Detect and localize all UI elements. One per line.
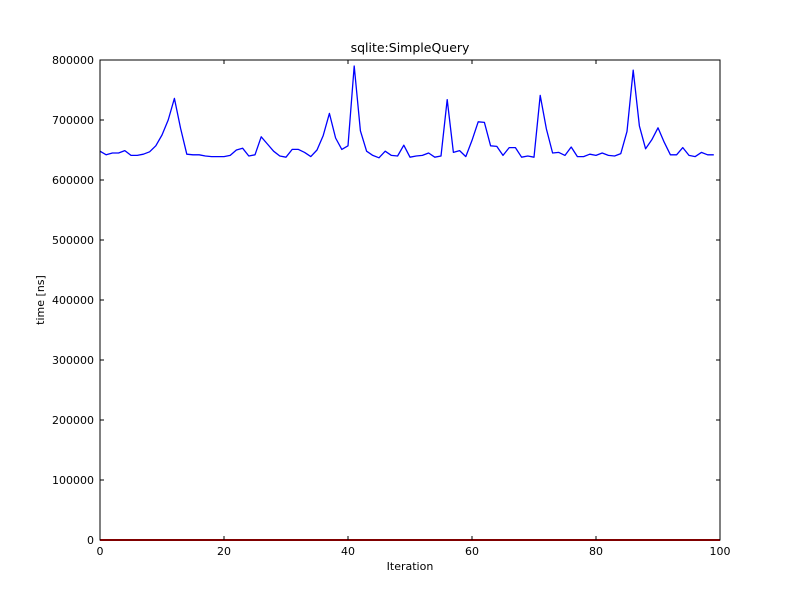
x-tick-label: 0 — [97, 545, 104, 558]
y-tick-label: 400000 — [52, 294, 94, 307]
x-tick-label: 20 — [217, 545, 231, 558]
plot-frame — [99, 59, 721, 541]
y-tick-label: 300000 — [52, 354, 94, 367]
y-tick-label: 500000 — [52, 234, 94, 247]
y-tick-label: 800000 — [52, 54, 94, 67]
y-tick-label: 700000 — [52, 114, 94, 127]
y-tick-label: 600000 — [52, 174, 94, 187]
chart-title: sqlite:SimpleQuery — [351, 40, 470, 55]
x-axis-label: Iteration — [387, 560, 434, 573]
series-line-1 — [99, 65, 714, 159]
x-tick-label: 40 — [341, 545, 355, 558]
x-tick-label: 60 — [465, 545, 479, 558]
x-tick-label: 80 — [589, 545, 603, 558]
y-axis-label: time [ns] — [34, 275, 47, 325]
x-tick-label: 100 — [710, 545, 731, 558]
y-tick-label: 200000 — [52, 414, 94, 427]
y-tick-label: 100000 — [52, 474, 94, 487]
y-tick-label: 0 — [87, 534, 94, 547]
